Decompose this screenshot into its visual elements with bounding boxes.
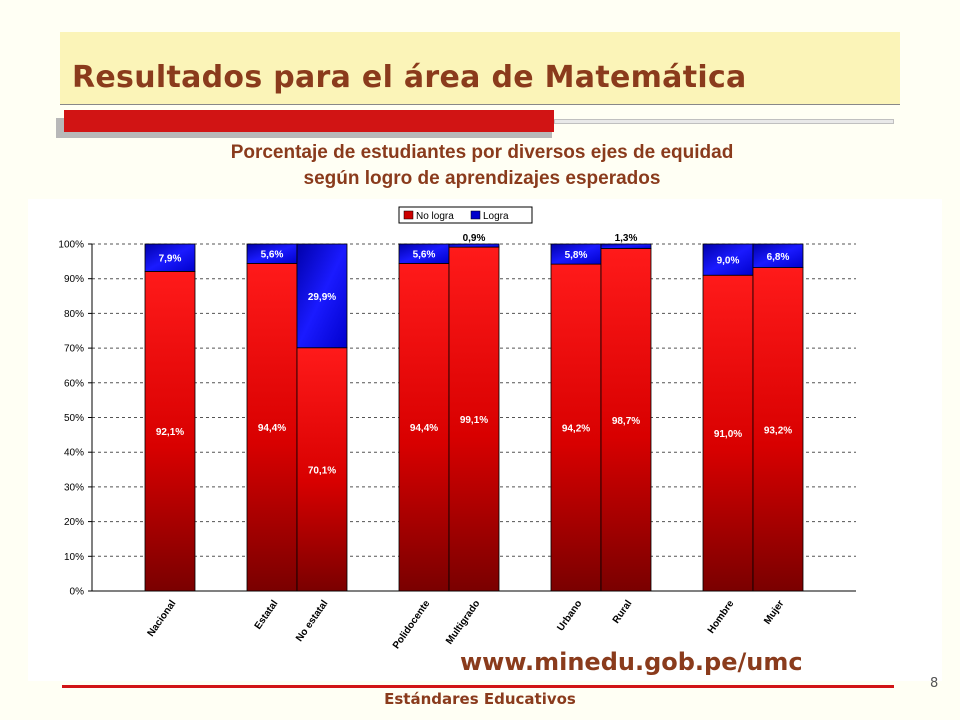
data-label-no-logra: 94,2% xyxy=(562,424,590,435)
decorative-gray-bar xyxy=(554,119,894,124)
data-label-no-logra: 93,2% xyxy=(764,425,792,436)
y-tick-label: 70% xyxy=(64,344,84,355)
y-tick-label: 80% xyxy=(64,309,84,320)
subtitle-line-1: Porcentaje de estudiantes por diversos e… xyxy=(230,142,734,163)
bar-no-logra xyxy=(550,263,602,592)
title-rule xyxy=(60,104,900,105)
chart-subtitle: Porcentaje de estudiantes por diversos e… xyxy=(150,140,814,192)
data-label-logra: 5,6% xyxy=(413,250,436,261)
category-label: Estatal xyxy=(253,598,281,631)
bar-logra xyxy=(702,243,754,276)
category-label: Urbano xyxy=(555,598,584,633)
data-label-logra: 7,9% xyxy=(159,254,182,265)
bar-no-logra xyxy=(702,274,754,592)
footer-text: Estándares Educativos xyxy=(384,690,576,708)
data-label-logra: 29,9% xyxy=(308,292,336,303)
decorative-red-bar xyxy=(64,110,554,132)
stacked-bar-chart: 0% 10% 20% 30% 40% 50% 60% 70% 80% 90% 100% 92,1% 7… xyxy=(58,206,856,651)
data-label-logra: 0,9% xyxy=(463,233,486,244)
bar-logra xyxy=(752,243,804,268)
title-band xyxy=(60,32,900,104)
bar-no-logra xyxy=(296,347,348,592)
legend-label-no-logra: No logra xyxy=(416,211,454,222)
legend-box xyxy=(398,206,533,224)
category-label: Rural xyxy=(611,598,635,625)
y-tick-label: 30% xyxy=(64,482,84,493)
data-label-no-logra: 99,1% xyxy=(460,415,488,426)
data-label-no-logra: 94,4% xyxy=(410,423,438,434)
category-label: Multigrado xyxy=(444,598,482,646)
legend-swatch-logra xyxy=(470,210,481,220)
data-label-logra: 5,6% xyxy=(261,250,284,261)
data-label-no-logra: 94,4% xyxy=(258,423,286,434)
y-tick-label: 100% xyxy=(58,240,84,251)
subtitle-line-2: según logro de aprendizajes esperados xyxy=(303,168,661,189)
y-tick-label: 10% xyxy=(64,552,84,563)
category-label: Hombre xyxy=(706,598,737,636)
category-label: No estatal xyxy=(294,598,331,644)
y-tick-label: 40% xyxy=(64,448,84,459)
data-label-no-logra: 98,7% xyxy=(612,416,640,427)
footer-rule xyxy=(62,685,894,688)
bar-logra xyxy=(296,243,348,349)
chart-panel: 0% 10% 20% 30% 40% 50% 60% 70% 80% 90% 100% 92,1% 7… xyxy=(28,199,942,681)
data-label-logra: 9,0% xyxy=(717,256,740,267)
data-label-logra: 6,8% xyxy=(767,252,790,263)
y-tick-label: 20% xyxy=(64,517,84,528)
y-tick-label: 90% xyxy=(64,274,84,285)
y-tick-label: 50% xyxy=(64,413,84,424)
data-label-logra: 5,8% xyxy=(565,250,588,261)
legend-label-logra: Logra xyxy=(483,211,509,222)
data-label-logra: 1,3% xyxy=(615,233,638,244)
bar-no-logra xyxy=(752,267,804,592)
bar-no-logra xyxy=(398,263,450,592)
bar-no-logra xyxy=(144,271,196,592)
website-url[interactable]: www.minedu.gob.pe/umc xyxy=(460,648,803,676)
category-label: Mujer xyxy=(762,598,786,626)
data-label-no-logra: 70,1% xyxy=(308,465,336,476)
category-label: Nacional xyxy=(146,598,179,639)
y-tick-label: 60% xyxy=(64,378,84,389)
data-label-no-logra: 92,1% xyxy=(156,427,184,438)
slide-title: Resultados para el área de Matemática xyxy=(72,60,747,95)
page-number: 8 xyxy=(930,676,939,691)
legend-swatch-no-logra xyxy=(403,210,414,220)
bar-no-logra xyxy=(600,248,652,592)
category-label: Polidocente xyxy=(391,598,433,651)
bar-logra xyxy=(600,243,652,249)
bar-logra xyxy=(144,243,196,272)
data-label-no-logra: 91,0% xyxy=(714,429,742,440)
bar-logra xyxy=(448,243,500,248)
y-tick-label: 0% xyxy=(70,587,85,598)
